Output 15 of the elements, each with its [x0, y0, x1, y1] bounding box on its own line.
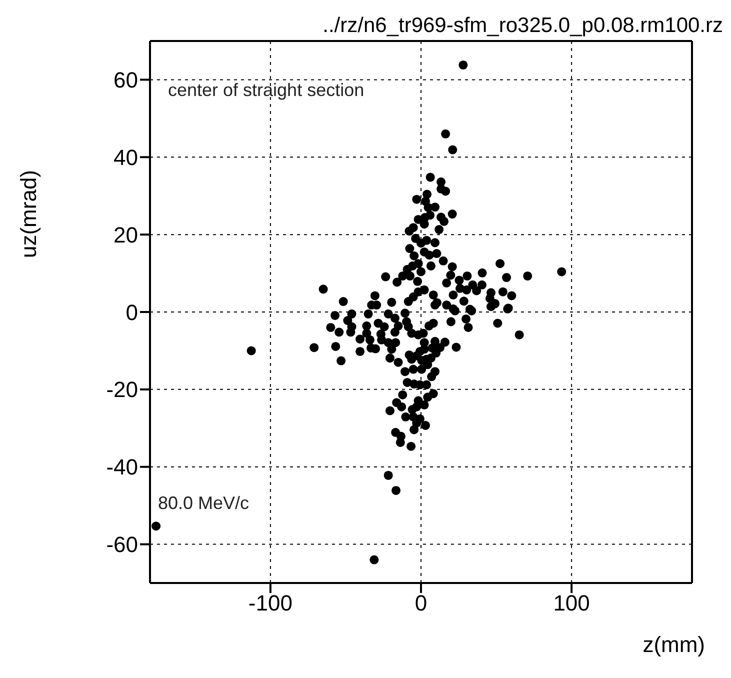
y-tick-label: -20	[106, 377, 138, 402]
x-tick-label: 100	[553, 590, 590, 616]
y-tick-label: 0	[126, 300, 138, 325]
x-axis-title: z(mm)	[642, 632, 705, 658]
annotation: center of straight section	[168, 80, 364, 101]
chart-title: ../rz/n6_tr969-sfm_ro325.0_p0.08.rm100.rz	[322, 14, 723, 38]
x-tick-label: 0	[414, 590, 428, 616]
y-tick-label: 40	[114, 144, 138, 170]
y-tick-label: 60	[114, 68, 138, 93]
y-tick-label: -40	[106, 454, 138, 480]
x-tick-label: -100	[248, 590, 292, 616]
annotation: 80.0 MeV/c	[158, 493, 250, 514]
y-tick-label: -60	[106, 532, 138, 558]
y-tick-label: 20	[114, 222, 138, 248]
y-axis-title: uz(mrad)	[16, 170, 42, 258]
